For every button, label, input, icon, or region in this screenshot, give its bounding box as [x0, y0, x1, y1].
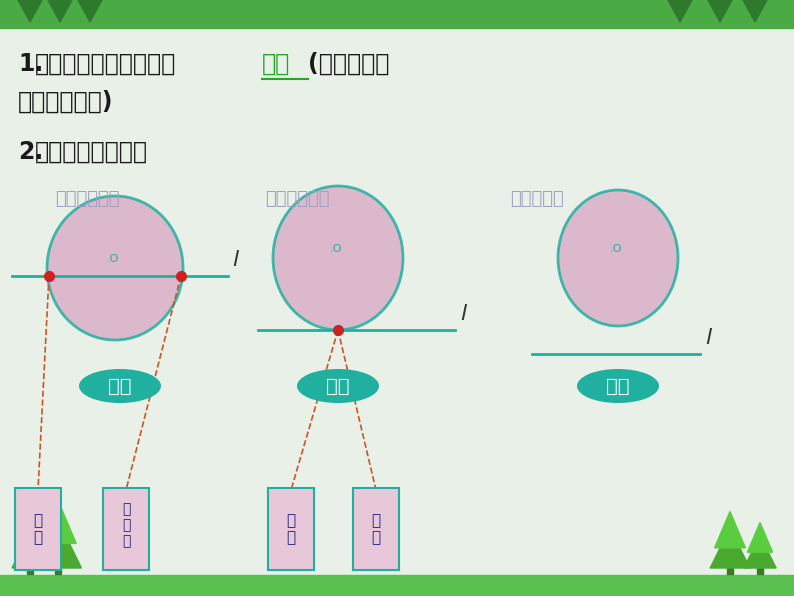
Text: 相交: 相交: [108, 377, 132, 396]
Polygon shape: [668, 0, 692, 22]
Text: (从直线与圆: (从直线与圆: [308, 52, 389, 76]
Text: .O: .O: [107, 254, 119, 264]
Text: $l$: $l$: [460, 304, 468, 324]
Bar: [0, 575, 794, 596]
Bar: [0, 0, 794, 28]
Text: 有一个公共点: 有一个公共点: [265, 190, 330, 208]
Text: 交
点: 交 点: [33, 513, 43, 545]
Text: 没有公共点: 没有公共点: [510, 190, 564, 208]
Ellipse shape: [79, 369, 161, 403]
Text: 1.: 1.: [18, 52, 43, 76]
Text: 有两个公共点: 有两个公共点: [55, 190, 120, 208]
Polygon shape: [747, 523, 773, 552]
Ellipse shape: [577, 369, 659, 403]
Polygon shape: [78, 0, 102, 22]
Bar: [27, 566, 33, 574]
Polygon shape: [743, 0, 767, 22]
Polygon shape: [18, 0, 42, 22]
Text: $l$: $l$: [705, 328, 713, 348]
Polygon shape: [12, 532, 48, 568]
Polygon shape: [35, 520, 82, 568]
Ellipse shape: [558, 190, 678, 326]
Bar: [727, 566, 733, 574]
Text: 直线和圆的位置关系有: 直线和圆的位置关系有: [35, 52, 176, 76]
Text: 弦
端
点: 弦 端 点: [121, 502, 130, 548]
Polygon shape: [715, 511, 746, 548]
Text: .O: .O: [610, 244, 622, 254]
Text: 切
点: 切 点: [287, 513, 295, 545]
Text: 公共点的个数): 公共点的个数): [18, 90, 114, 114]
Ellipse shape: [47, 196, 183, 340]
Bar: [268, 488, 314, 570]
Text: 三种: 三种: [262, 52, 291, 76]
Bar: [55, 566, 61, 574]
Bar: [353, 488, 399, 570]
Bar: [15, 488, 61, 570]
Text: 2.: 2.: [18, 140, 43, 164]
Bar: [757, 566, 763, 574]
Ellipse shape: [297, 369, 379, 403]
Polygon shape: [710, 528, 750, 568]
Polygon shape: [40, 501, 76, 544]
Text: 相离: 相离: [607, 377, 630, 396]
Polygon shape: [16, 517, 44, 550]
Polygon shape: [48, 0, 72, 22]
Text: $l$: $l$: [232, 250, 240, 270]
Text: 切
线: 切 线: [372, 513, 380, 545]
Text: .O: .O: [330, 244, 342, 254]
Text: 相切: 相切: [326, 377, 349, 396]
Polygon shape: [744, 536, 777, 568]
Ellipse shape: [273, 186, 403, 330]
Text: 用图形表示如下：: 用图形表示如下：: [35, 140, 148, 164]
Polygon shape: [708, 0, 732, 22]
Bar: [103, 488, 149, 570]
